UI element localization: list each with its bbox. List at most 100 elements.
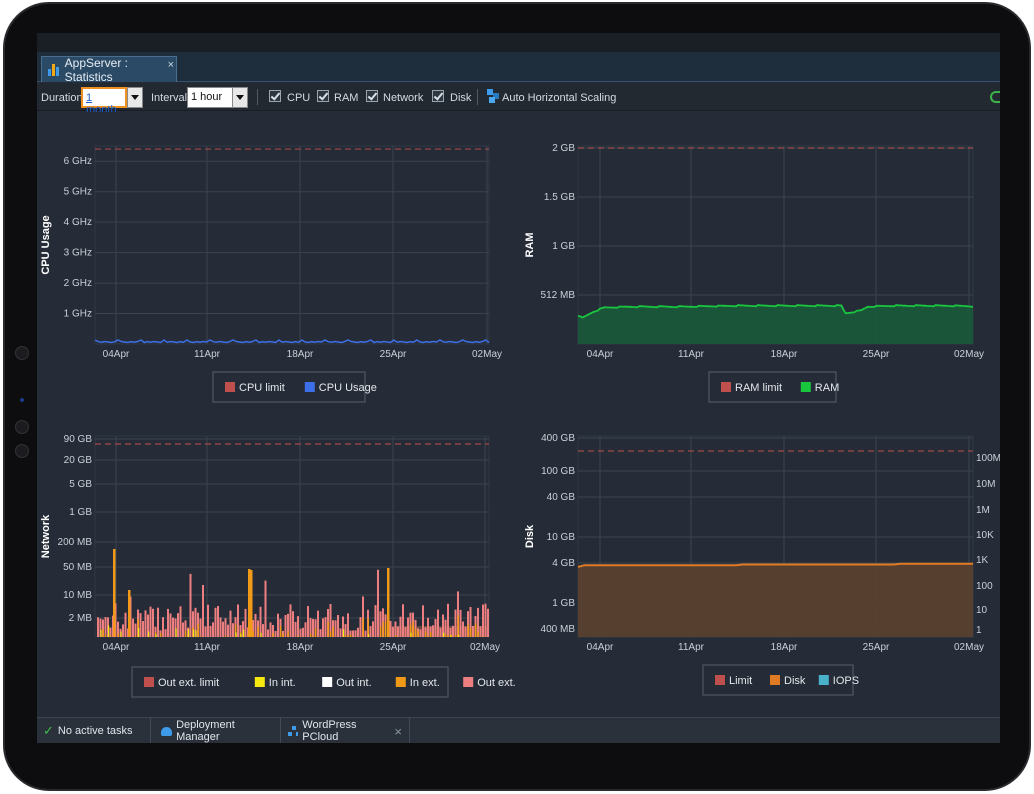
y-tick-label: 10 MB [63, 590, 92, 601]
y-tick-label: 20 GB [64, 455, 93, 466]
out-ext-bar [394, 621, 397, 637]
legend-label: Out ext. [477, 677, 516, 689]
in-ext-spike [250, 570, 253, 637]
out-ext-bar [377, 569, 379, 637]
x-tick-label: 11Apr [678, 642, 705, 653]
out-ext-bar [389, 620, 392, 637]
interval-dropdown-icon[interactable] [232, 87, 248, 108]
in-ext-bar [425, 631, 427, 637]
in-ext-bar [310, 633, 312, 637]
out-ext-bar [434, 619, 437, 637]
out-ext-bar [449, 627, 452, 637]
in-ext-bar [482, 636, 484, 637]
close-icon[interactable]: × [167, 59, 174, 71]
legend-swatch [254, 677, 265, 687]
y-tick-label: 100 GB [541, 466, 575, 477]
in-ext-bar [457, 615, 459, 637]
y-tick-label: 1 GB [552, 241, 575, 252]
axis-title: Disk [524, 524, 536, 548]
in-int-bar [235, 632, 237, 637]
duration-dropdown-icon[interactable] [127, 87, 143, 108]
out-ext-bar [167, 608, 169, 637]
in-int-bar [240, 633, 242, 637]
legend-swatch [800, 382, 811, 392]
out-ext-bar [379, 611, 382, 637]
out-ext-bar [364, 630, 367, 637]
in-ext-bar [332, 626, 334, 637]
toolbar-separator [477, 89, 478, 105]
out-ext-bar [227, 624, 229, 637]
tab-appserver-statistics[interactable]: AppServer : Statistics × [41, 56, 177, 84]
legend-swatch [304, 382, 315, 392]
y-tick-label: 4 GB [552, 558, 575, 569]
y-tick-label: 5 GB [69, 479, 92, 490]
side-button [15, 444, 29, 458]
out-ext-bar [399, 616, 402, 637]
interval-select[interactable]: 1 hour [187, 87, 233, 108]
status-separator [409, 718, 410, 743]
out-ext-bar [369, 626, 372, 637]
legend-swatch [225, 382, 235, 392]
in-ext-bar [200, 636, 202, 637]
out-ext-bar [314, 619, 317, 637]
out-ext-bar [324, 617, 327, 637]
in-int-bar [410, 632, 412, 637]
y-tick-label: 400 GB [541, 433, 575, 444]
out-ext-bar [452, 625, 454, 637]
window-titlebar [37, 33, 1000, 52]
out-ext-bar [244, 608, 247, 637]
ram-checkbox[interactable] [317, 90, 329, 102]
interval-label: Interval [151, 92, 188, 104]
out-ext-bar [217, 606, 219, 637]
disk-checkbox[interactable] [432, 90, 444, 102]
out-ext-bar [334, 620, 337, 637]
legend-label: Limit [729, 675, 752, 687]
in-ext-bar [410, 624, 412, 637]
cpu-checkbox[interactable] [269, 90, 281, 102]
out-ext-bar [142, 621, 144, 637]
in-int-bar [243, 629, 245, 637]
out-ext-bar [437, 609, 439, 637]
in-ext-bar [417, 631, 419, 637]
in-int-bar [148, 631, 150, 637]
close-icon[interactable]: × [394, 723, 402, 739]
out-ext-bar [454, 609, 457, 637]
legend-swatch [463, 677, 474, 687]
out-ext-bar [162, 617, 164, 637]
out-ext-bar [144, 610, 147, 637]
x-tick-label: 11Apr [194, 642, 221, 653]
out-ext-bar [147, 614, 149, 637]
out-ext-bar [212, 622, 214, 637]
duration-select[interactable]: 1 month [81, 87, 127, 116]
auto-scaling-button[interactable]: Auto Horizontal Scaling [502, 92, 617, 104]
y-tick-label: 2 MB [69, 613, 93, 624]
x-tick-label: 02May [470, 642, 500, 653]
out-ext-bar [484, 603, 487, 637]
refresh-icon[interactable] [990, 91, 1000, 103]
in-ext-bar [185, 630, 187, 637]
out-ext-bar [274, 631, 277, 637]
out-ext-bar [352, 630, 354, 637]
side-button [15, 420, 29, 434]
task-status[interactable]: ✓ No active tasks [37, 718, 149, 743]
out-ext-bar [304, 622, 307, 637]
out-ext-bar [407, 617, 409, 637]
out-ext-bar [444, 619, 447, 637]
out-ext-bar [132, 618, 134, 637]
in-ext-bar [445, 634, 447, 637]
out-ext-bar [392, 626, 394, 637]
side-button [15, 346, 29, 360]
network-checkbox[interactable] [366, 90, 378, 102]
out-ext-bar [442, 614, 444, 637]
legend-swatch [395, 677, 406, 687]
y-tick-label: 2 GHz [64, 278, 92, 289]
wordpress-pcloud-tab[interactable]: WordPress PCloud × [282, 718, 408, 743]
out-ext-bar [397, 626, 399, 637]
in-ext-bar [385, 621, 387, 637]
deployment-manager-tab[interactable]: Deployment Manager [155, 718, 279, 743]
in-ext-bar [447, 635, 449, 637]
out-ext-bar [299, 628, 302, 637]
y2-tick-label: 1 [976, 625, 982, 636]
out-ext-bar [317, 610, 319, 637]
ram-line [577, 304, 974, 319]
